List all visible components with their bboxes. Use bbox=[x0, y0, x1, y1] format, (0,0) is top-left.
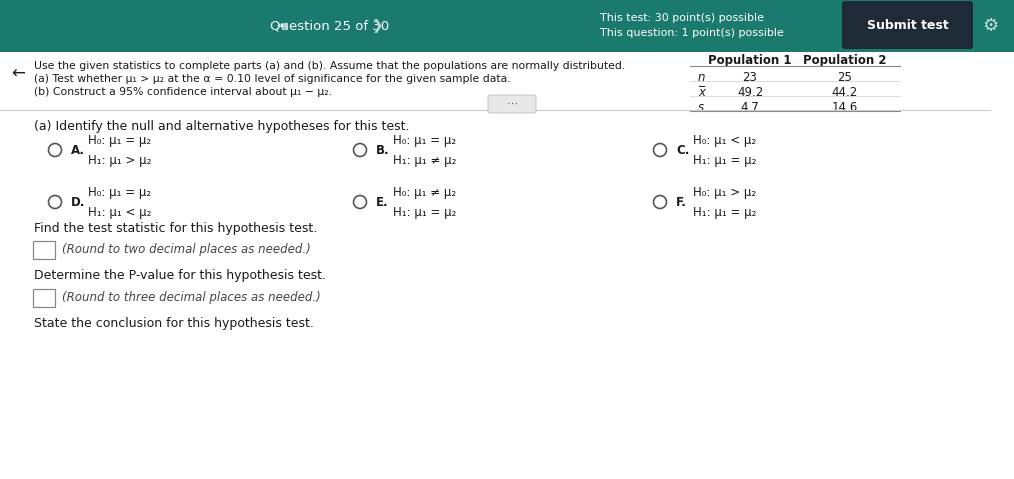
Text: A.: A. bbox=[71, 144, 85, 157]
Text: s: s bbox=[698, 101, 704, 114]
FancyBboxPatch shape bbox=[33, 241, 55, 259]
FancyBboxPatch shape bbox=[842, 1, 973, 49]
Text: H₁: μ₁ > μ₂: H₁: μ₁ > μ₂ bbox=[88, 153, 151, 167]
Text: H₁: μ₁ ≠ μ₂: H₁: μ₁ ≠ μ₂ bbox=[393, 153, 456, 167]
FancyBboxPatch shape bbox=[488, 95, 536, 113]
Text: 23: 23 bbox=[742, 71, 757, 84]
Text: H₀: μ₁ = μ₂: H₀: μ₁ = μ₂ bbox=[88, 134, 151, 147]
Text: n: n bbox=[698, 71, 706, 84]
Text: H₁: μ₁ = μ₂: H₁: μ₁ = μ₂ bbox=[393, 205, 456, 218]
Text: H₁: μ₁ < μ₂: H₁: μ₁ < μ₂ bbox=[88, 205, 151, 218]
Text: (b) Construct a 95% confidence interval about μ₁ − μ₂.: (b) Construct a 95% confidence interval … bbox=[34, 87, 332, 97]
Text: 4.7: 4.7 bbox=[740, 101, 759, 114]
Text: 14.6: 14.6 bbox=[831, 101, 858, 114]
Text: ◄: ◄ bbox=[277, 20, 287, 33]
Text: Population 2: Population 2 bbox=[803, 54, 887, 67]
Text: Question 25 of 30: Question 25 of 30 bbox=[271, 20, 389, 33]
Text: D.: D. bbox=[71, 195, 85, 208]
Text: H₁: μ₁ = μ₂: H₁: μ₁ = μ₂ bbox=[693, 153, 756, 167]
Text: Determine the P-value for this hypothesis test.: Determine the P-value for this hypothesi… bbox=[34, 270, 325, 283]
Text: Submit test: Submit test bbox=[867, 19, 948, 32]
Text: Population 1: Population 1 bbox=[708, 54, 792, 67]
FancyBboxPatch shape bbox=[33, 289, 55, 307]
Text: This test: 30 point(s) possible: This test: 30 point(s) possible bbox=[600, 13, 764, 23]
Text: H₀: μ₁ = μ₂: H₀: μ₁ = μ₂ bbox=[88, 185, 151, 198]
Text: This question: 1 point(s) possible: This question: 1 point(s) possible bbox=[600, 28, 784, 38]
Text: (Round to two decimal places as needed.): (Round to two decimal places as needed.) bbox=[62, 243, 310, 256]
Text: 44.2: 44.2 bbox=[831, 86, 858, 99]
FancyBboxPatch shape bbox=[0, 0, 1014, 52]
Text: F.: F. bbox=[676, 195, 686, 208]
Text: B.: B. bbox=[376, 144, 389, 157]
Text: H₀: μ₁ > μ₂: H₀: μ₁ > μ₂ bbox=[693, 185, 756, 198]
Text: Find the test statistic for this hypothesis test.: Find the test statistic for this hypothe… bbox=[34, 221, 317, 235]
Text: (Round to three decimal places as needed.): (Round to three decimal places as needed… bbox=[62, 292, 320, 305]
Text: ❯: ❯ bbox=[372, 19, 384, 33]
Text: (a) Test whether μ₁ > μ₂ at the α = 0.10 level of significance for the given sam: (a) Test whether μ₁ > μ₂ at the α = 0.10… bbox=[34, 74, 511, 84]
Text: Use the given statistics to complete parts (a) and (b). Assume that the populati: Use the given statistics to complete par… bbox=[34, 61, 626, 71]
Text: E.: E. bbox=[376, 195, 388, 208]
Text: ⋯: ⋯ bbox=[506, 99, 517, 109]
Text: H₀: μ₁ = μ₂: H₀: μ₁ = μ₂ bbox=[393, 134, 456, 147]
Text: (a) Identify the null and alternative hypotheses for this test.: (a) Identify the null and alternative hy… bbox=[34, 119, 410, 133]
Text: H₁: μ₁ = μ₂: H₁: μ₁ = μ₂ bbox=[693, 205, 756, 218]
Text: 49.2: 49.2 bbox=[737, 86, 764, 99]
Text: 25: 25 bbox=[838, 71, 853, 84]
Text: H₀: μ₁ ≠ μ₂: H₀: μ₁ ≠ μ₂ bbox=[393, 185, 456, 198]
Text: ←: ← bbox=[11, 65, 25, 83]
FancyBboxPatch shape bbox=[0, 52, 1014, 479]
Text: State the conclusion for this hypothesis test.: State the conclusion for this hypothesis… bbox=[34, 318, 314, 331]
Text: ⚙: ⚙ bbox=[982, 17, 998, 35]
Text: x̅: x̅ bbox=[698, 86, 705, 99]
Text: C.: C. bbox=[676, 144, 690, 157]
Text: H₀: μ₁ < μ₂: H₀: μ₁ < μ₂ bbox=[693, 134, 756, 147]
